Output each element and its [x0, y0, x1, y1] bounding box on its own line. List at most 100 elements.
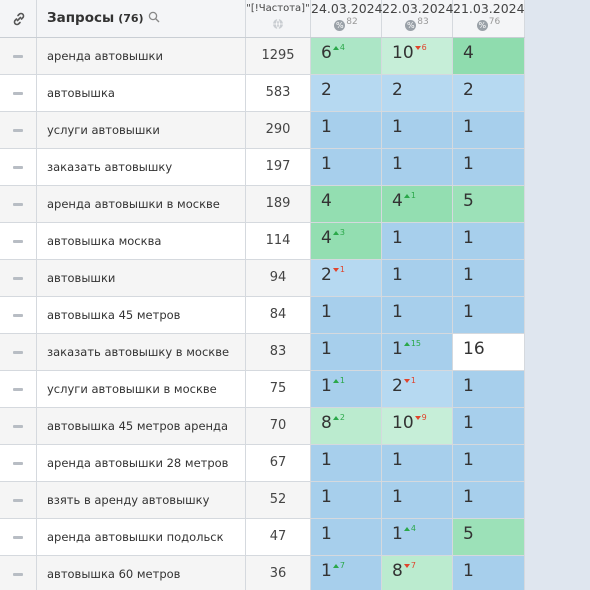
position-value: 1	[392, 487, 403, 507]
position-cell: 1	[382, 112, 453, 148]
position-cell: 1	[311, 112, 382, 148]
dash-icon[interactable]	[13, 129, 23, 132]
query-text[interactable]: автовышка	[37, 75, 246, 111]
query-text[interactable]: аренда автовышки	[37, 38, 246, 74]
query-row: заказать автовышку в москве 83 1 1 15 16	[0, 334, 525, 371]
position-cell: 1	[382, 260, 453, 296]
query-row: автовышка 45 метров аренда 70 8 2 10 9 1	[0, 408, 525, 445]
date-header[interactable]: 22.03.2024% 83	[382, 0, 454, 37]
query-text[interactable]: аренда автовышки 28 метров	[37, 445, 246, 481]
query-row: автовышка москва 114 4 3 1 1	[0, 223, 525, 260]
action-cell	[0, 38, 37, 74]
globe-icon	[273, 18, 283, 30]
queries-title[interactable]: Запросы	[47, 10, 115, 26]
position-cell: 10 9	[382, 408, 453, 444]
position-cell: 1	[453, 260, 525, 296]
position-value: 1	[463, 302, 474, 322]
position-value: 5	[463, 191, 474, 211]
position-value: 1	[463, 487, 474, 507]
position-value: 4	[463, 43, 474, 63]
query-text[interactable]: автовышки	[37, 260, 246, 296]
position-cell: 1	[453, 112, 525, 148]
date-header[interactable]: 21.03.2024% 76	[453, 0, 525, 37]
dash-icon[interactable]	[13, 55, 23, 58]
dash-icon[interactable]	[13, 92, 23, 95]
action-cell	[0, 334, 37, 370]
position-value: 1	[392, 265, 403, 285]
position-cell: 1	[453, 223, 525, 259]
search-icon[interactable]	[148, 11, 160, 23]
position-change: 1	[333, 376, 345, 385]
position-cell: 1	[311, 482, 382, 518]
date-score-wrap: % 76	[453, 17, 524, 32]
dash-icon[interactable]	[13, 388, 23, 391]
query-text[interactable]: аренда автовышки в москве	[37, 186, 246, 222]
date-header[interactable]: 24.03.2024% 82	[311, 0, 383, 37]
percent-icon: %	[476, 20, 488, 31]
position-value: 4	[321, 191, 332, 211]
query-text[interactable]: аренда автовышки подольск	[37, 519, 246, 555]
query-text[interactable]: автовышка 45 метров	[37, 297, 246, 333]
query-row: услуги автовышки в москве 75 1 1 2 1 1	[0, 371, 525, 408]
dash-icon[interactable]	[13, 351, 23, 354]
query-text[interactable]: заказать автовышку	[37, 149, 246, 185]
date-label: 24.03.2024	[311, 1, 383, 16]
dash-icon[interactable]	[13, 166, 23, 169]
position-cell: 1	[311, 334, 382, 370]
position-cell: 4	[311, 186, 382, 222]
dash-icon[interactable]	[13, 203, 23, 206]
frequency: 83	[246, 334, 311, 370]
position-value: 1	[463, 376, 474, 396]
dash-icon[interactable]	[13, 277, 23, 280]
dash-icon[interactable]	[13, 314, 23, 317]
query-text[interactable]: автовышка 60 метров	[37, 556, 246, 590]
frequency-header: "[!Частота]"	[246, 0, 311, 37]
query-text[interactable]: автовышка москва	[37, 223, 246, 259]
table: Запросы (76) "[!Частота]" 24.03.2024% 82 22.0…	[0, 0, 525, 590]
query-text[interactable]: взять в аренду автовышку	[37, 482, 246, 518]
position-value: 2	[321, 80, 332, 100]
dash-icon[interactable]	[13, 499, 23, 502]
query-row: аренда автовышки в москве 189 4 4 1 5	[0, 186, 525, 223]
position-cell: 1	[311, 519, 382, 555]
query-text[interactable]: автовышка 45 метров аренда	[37, 408, 246, 444]
dash-icon[interactable]	[13, 240, 23, 243]
position-value: 1	[392, 302, 403, 322]
position-cell: 1	[453, 297, 525, 333]
position-cell: 1	[311, 149, 382, 185]
dash-icon[interactable]	[13, 462, 23, 465]
query-text[interactable]: услуги автовышки в москве	[37, 371, 246, 407]
position-value: 10	[392, 413, 414, 433]
date-score: 83	[417, 17, 429, 27]
action-cell	[0, 223, 37, 259]
query-text[interactable]: заказать автовышку в москве	[37, 334, 246, 370]
position-value: 1	[321, 450, 332, 470]
position-cell: 1	[382, 149, 453, 185]
frequency: 67	[246, 445, 311, 481]
position-cell: 1	[453, 371, 525, 407]
position-value: 1	[392, 117, 403, 137]
position-value: 6	[321, 43, 332, 63]
position-cell: 1	[311, 297, 382, 333]
position-cell: 1	[311, 445, 382, 481]
position-value: 1	[392, 524, 403, 544]
position-value: 1	[463, 117, 474, 137]
query-text[interactable]: услуги автовышки	[37, 112, 246, 148]
query-row: автовышка 60 метров 36 1 7 8 7 1	[0, 556, 525, 590]
dash-icon[interactable]	[13, 536, 23, 539]
position-change: 7	[333, 561, 345, 570]
dash-icon[interactable]	[13, 573, 23, 576]
position-cell: 1	[453, 482, 525, 518]
link-cell	[0, 0, 37, 37]
position-value: 4	[321, 228, 332, 248]
position-value: 2	[392, 80, 403, 100]
action-cell	[0, 482, 37, 518]
dash-icon[interactable]	[13, 425, 23, 428]
frequency: 189	[246, 186, 311, 222]
position-value: 1	[321, 339, 332, 359]
position-value: 2	[321, 265, 332, 285]
